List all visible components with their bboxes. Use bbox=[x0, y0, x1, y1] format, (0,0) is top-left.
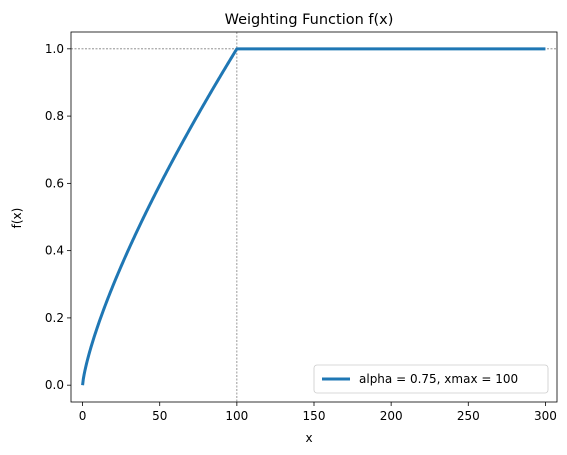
legend-box bbox=[313, 364, 549, 394]
y-tick-label: 0.6 bbox=[45, 176, 64, 190]
x-tick-label: 150 bbox=[303, 409, 326, 423]
y-tick-label: 0.4 bbox=[45, 244, 64, 258]
plot-area: 0 50 100 150 200 250 300 0.0 0.2 0.4 0.6 0.8 1.0 alph… bbox=[45, 31, 558, 423]
x-tick-label: 200 bbox=[380, 409, 403, 423]
legend-entry-label: alpha = 0.75, xmax = 100 bbox=[359, 372, 518, 386]
y-tick-label: 0.8 bbox=[45, 109, 64, 123]
x-tick-label: 300 bbox=[534, 409, 557, 423]
x-tick-label: 0 bbox=[79, 409, 87, 423]
y-tick-label: 0.2 bbox=[45, 311, 64, 325]
x-axis-label: x bbox=[305, 431, 312, 445]
y-tick-label: 0.0 bbox=[45, 378, 64, 392]
chart-title: Weighting Function f(x) bbox=[225, 12, 394, 28]
x-tick-label: 50 bbox=[152, 409, 167, 423]
x-tick-label: 250 bbox=[457, 409, 480, 423]
x-tick-label: 100 bbox=[225, 409, 248, 423]
series-line-0 bbox=[81, 47, 547, 386]
y-axis-label: f(x) bbox=[10, 208, 24, 229]
y-tick-label: 1.0 bbox=[45, 42, 64, 56]
